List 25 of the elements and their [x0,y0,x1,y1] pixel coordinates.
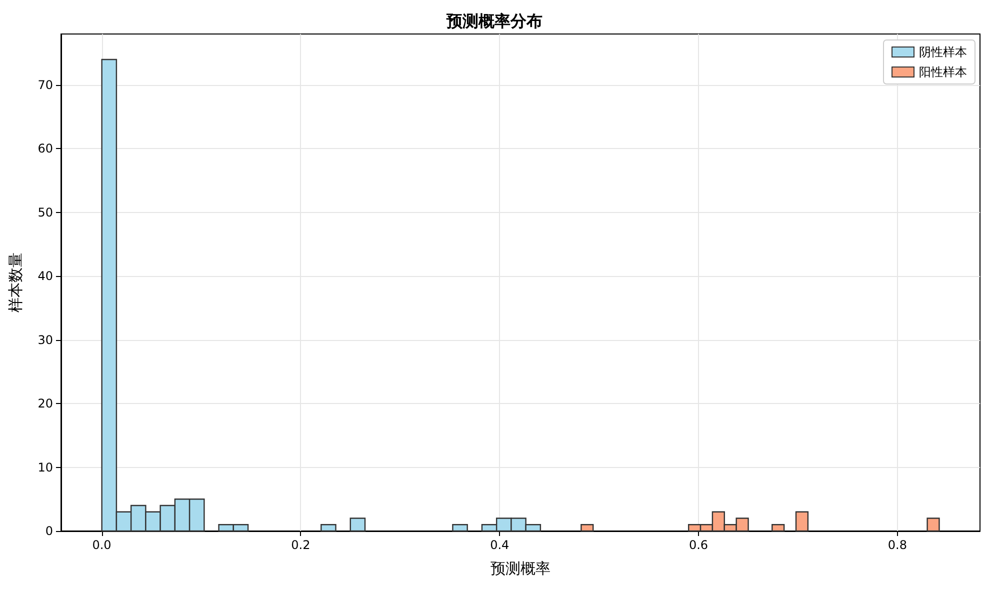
y-tick-label: 20 [38,396,53,411]
bar [452,524,468,532]
y-tick-label: 50 [38,205,53,220]
y-tick-label: 10 [38,460,53,474]
x-tick-label: 0.2 [291,538,310,552]
x-tick-label: 0.6 [688,538,708,552]
bar [795,511,809,532]
x-tick-label: 0.0 [92,538,112,552]
y-axis-title: 样本数量 [6,252,24,312]
bar [580,524,594,532]
x-axis-title: 预测概率 [490,560,550,578]
legend-label: 阴性样本 [919,45,967,59]
y-tick-label: 30 [38,332,53,347]
bar [772,524,785,532]
bar [320,524,336,532]
legend-label: 阳性样本 [919,65,967,79]
y-tick-label: 0 [45,524,53,538]
bar [350,518,366,532]
y-tick-label: 70 [38,78,53,92]
chart-title: 预测概率分布 [446,12,542,30]
bar [926,518,940,532]
y-tick-label: 60 [38,142,53,156]
y-tick-label: 40 [38,269,53,284]
x-tick-label: 0.8 [888,538,907,552]
x-tick-label: 0.4 [490,538,510,552]
